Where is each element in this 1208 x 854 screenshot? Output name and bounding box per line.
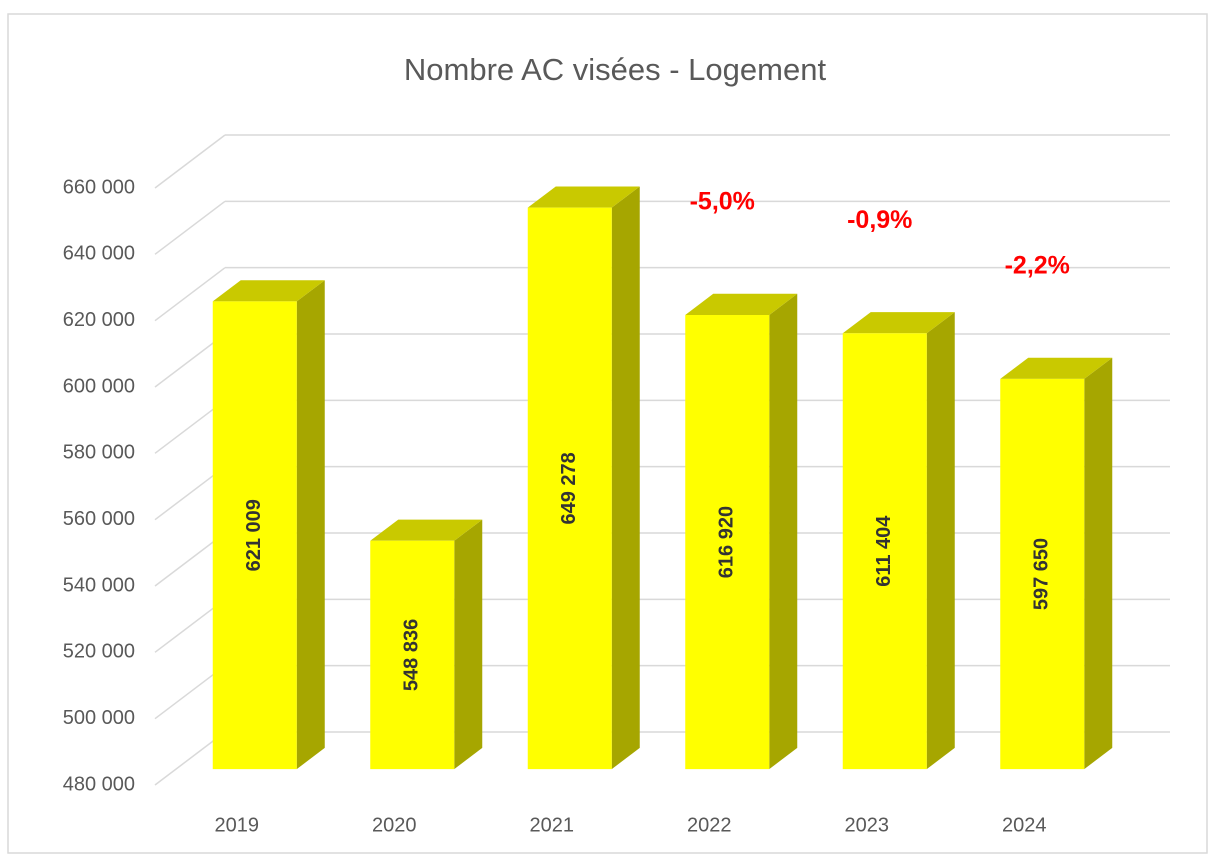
- value-label: 616 920: [716, 506, 738, 578]
- y-tick-label: 660 000: [63, 176, 135, 198]
- value-label: 597 650: [1031, 538, 1053, 610]
- value-label: 649 278: [558, 452, 580, 524]
- annotation: -5,0%: [690, 188, 755, 216]
- bar-top: [1000, 357, 1113, 379]
- y-tick-label: 580 000: [63, 442, 135, 464]
- chart-title: Nombre AC visées - Logement: [404, 52, 827, 87]
- bar: [842, 333, 927, 770]
- y-tick-label: 500 000: [63, 707, 135, 729]
- value-label: 611 404: [873, 515, 895, 587]
- bar: [212, 301, 297, 770]
- bar-side: [611, 186, 640, 770]
- value-label: 548 836: [401, 619, 423, 691]
- y-tick-label: 520 000: [63, 641, 135, 663]
- bar-side: [296, 280, 325, 770]
- y-tick-label: 620 000: [63, 309, 135, 331]
- bar-top: [685, 293, 798, 315]
- y-tick-label: 480 000: [63, 773, 135, 795]
- y-tick-label: 640 000: [63, 243, 135, 265]
- x-tick-label: 2019: [215, 814, 260, 836]
- grid-line-side: [154, 200, 226, 255]
- value-label: 621 009: [243, 499, 265, 571]
- x-tick-label: 2020: [372, 814, 417, 836]
- y-tick-label: 600 000: [63, 375, 135, 397]
- y-tick-label: 560 000: [63, 508, 135, 530]
- y-tick-label: 540 000: [63, 574, 135, 596]
- bar: [685, 314, 770, 770]
- bar-top: [370, 519, 483, 541]
- x-tick-label: 2022: [687, 814, 732, 836]
- bar: [370, 540, 455, 770]
- annotation: -0,9%: [847, 206, 912, 234]
- x-tick-label: 2024: [1002, 814, 1047, 836]
- bar-side: [454, 519, 483, 770]
- bar-top: [842, 312, 955, 334]
- bar-side: [769, 293, 798, 770]
- bar-side: [926, 312, 955, 770]
- bar: [527, 207, 612, 770]
- x-tick-label: 2021: [530, 814, 575, 836]
- x-tick-label: 2023: [845, 814, 890, 836]
- grid-line-side: [154, 134, 226, 189]
- bar-side: [1084, 357, 1113, 770]
- grid-line-side: [154, 267, 226, 322]
- annotation: -2,2%: [1005, 252, 1070, 280]
- bar-top: [212, 280, 325, 302]
- bar: [1000, 378, 1085, 770]
- bar-top: [527, 186, 640, 208]
